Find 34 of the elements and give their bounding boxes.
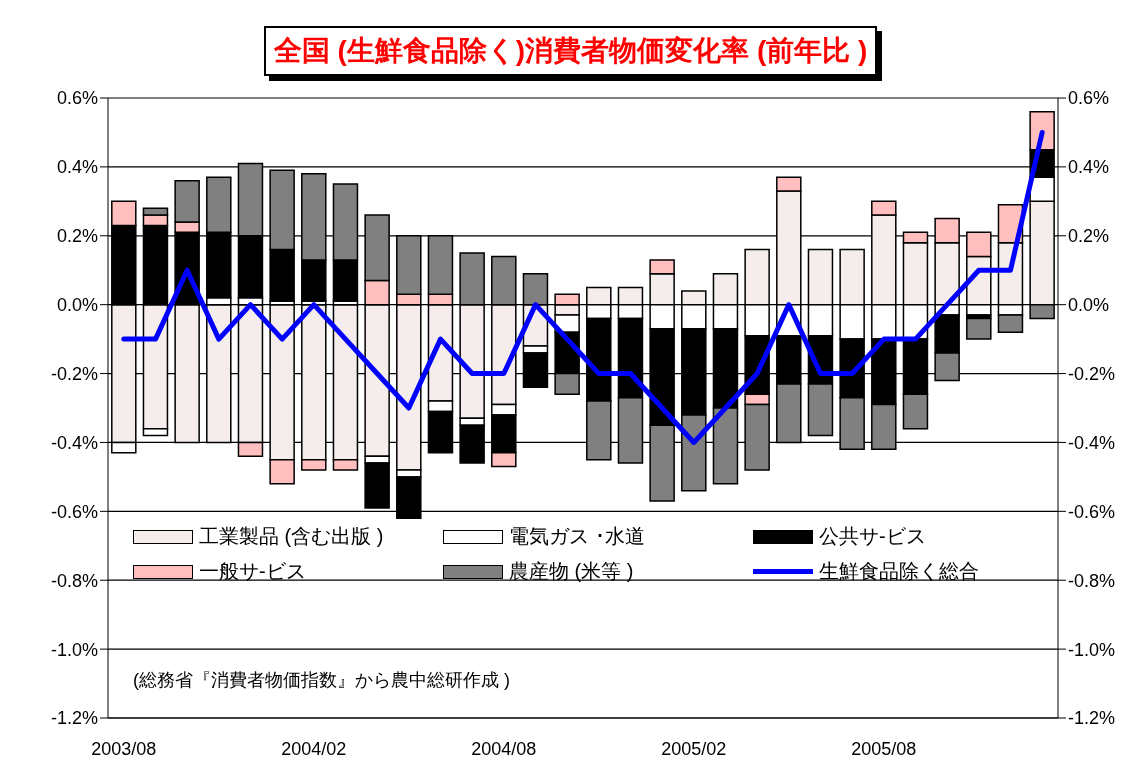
y-tick-label: -1.2% bbox=[50, 708, 98, 729]
x-tick-label: 2004/08 bbox=[471, 738, 537, 759]
y2-tick-label: -1.0% bbox=[1068, 639, 1116, 660]
y2-tick-label: 0.6% bbox=[1068, 88, 1110, 109]
y2-tick-label: 0.0% bbox=[1068, 295, 1110, 316]
y-tick-label: -0.2% bbox=[50, 363, 98, 384]
legend-label: 工業製品 (含む出版 ) bbox=[199, 524, 384, 549]
y2-tick-label: -0.2% bbox=[1068, 363, 1116, 384]
y2-tick-label: -0.4% bbox=[1068, 432, 1116, 453]
legend-label: 生鮮食品除く総合 bbox=[819, 559, 979, 584]
legend-label: 農産物 (米等 ) bbox=[509, 559, 634, 584]
y-tick-label: 0.4% bbox=[56, 157, 98, 178]
legend-label: 一般サ-ビス bbox=[199, 559, 306, 584]
x-tick-label: 2005/08 bbox=[851, 738, 917, 759]
y-tick-label: 0.0% bbox=[56, 295, 98, 316]
y-tick-label: 0.2% bbox=[56, 226, 98, 247]
y-tick-label: -0.4% bbox=[50, 432, 98, 453]
bar bbox=[966, 317, 992, 340]
annotation: (総務省『消費者物価指数』から農中総研作成 ) bbox=[133, 669, 510, 692]
y-tick-label: -0.8% bbox=[50, 570, 98, 591]
y2-tick-label: 0.4% bbox=[1068, 157, 1110, 178]
x-tick-label: 2005/02 bbox=[661, 738, 727, 759]
legend-label: 公共サ-ビス bbox=[819, 524, 926, 549]
y2-tick-label: -0.6% bbox=[1068, 501, 1116, 522]
x-tick-label: 2003/08 bbox=[91, 738, 157, 759]
y-tick-label: -0.6% bbox=[50, 501, 98, 522]
y-tick-label: 0.6% bbox=[56, 88, 98, 109]
legend-label: 電気ガス ･水道 bbox=[509, 524, 645, 549]
y2-tick-label: -1.2% bbox=[1068, 708, 1116, 729]
chart-title: 全国 (生鮮食品除く)消費者物価変化率 (前年比 ) bbox=[263, 26, 878, 76]
y-tick-label: -1.0% bbox=[50, 639, 98, 660]
x-tick-label: 2004/02 bbox=[281, 738, 347, 759]
y2-tick-label: 0.2% bbox=[1068, 226, 1110, 247]
y2-tick-label: -0.8% bbox=[1068, 570, 1116, 591]
